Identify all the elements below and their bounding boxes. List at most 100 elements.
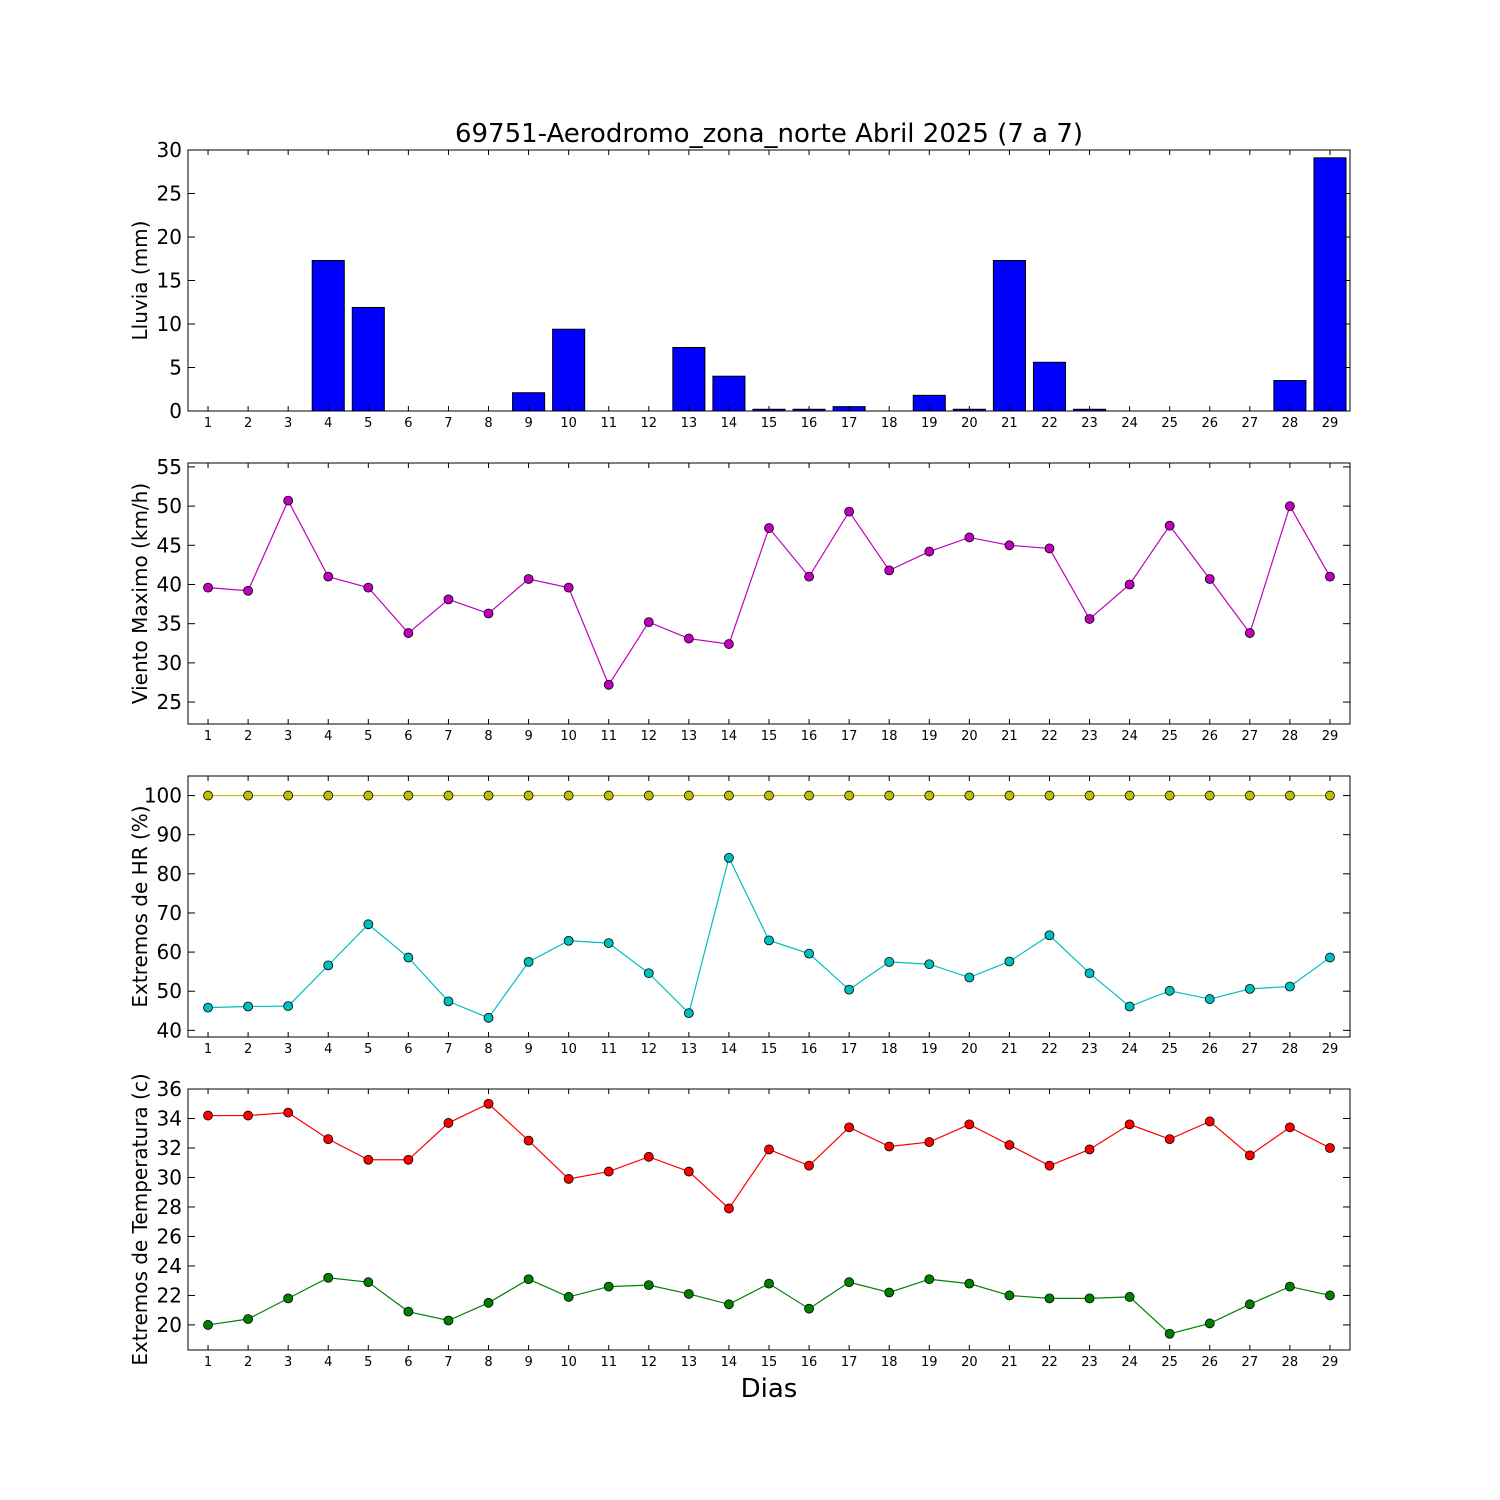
x-tick-label: 13 [681,729,698,744]
y-axis-label: Extremos de HR (%) [128,805,152,1007]
y-tick-label: 22 [157,1283,182,1307]
point-s1-day-5 [363,790,374,801]
x-tick-label: 20 [961,1355,978,1370]
point-s2-day-11 [603,1281,614,1292]
point-s2-day-27 [1244,983,1255,994]
x-tick-label: 21 [1001,416,1018,431]
point-s1-day-23 [1084,614,1095,624]
x-tick-label: 15 [761,1042,778,1057]
point-s1-day-2 [243,1110,254,1121]
point-s2-day-20 [964,972,975,983]
point-s2-day-19 [924,959,935,970]
x-tick-label: 21 [1001,1042,1018,1057]
y-tick-label: 40 [157,1018,182,1042]
x-tick-label: 6 [404,1355,412,1370]
point-s1-day-7 [443,1118,454,1128]
point-s2-day-25 [1164,985,1175,996]
x-tick-label: 12 [641,1355,658,1370]
point-s2-day-10 [563,935,574,946]
x-tick-label: 23 [1081,729,1098,744]
y-tick-label: 40 [157,572,182,596]
x-tick-label: 5 [364,416,372,431]
x-tick-label: 16 [801,1355,818,1370]
y-tick-label: 20 [157,1313,182,1337]
point-s1-day-18 [884,565,895,576]
point-s1-day-9 [523,574,534,584]
point-s1-day-25 [1164,1134,1175,1145]
point-s1-day-27 [1244,1150,1255,1161]
point-s2-day-10 [563,1292,574,1302]
x-tick-label: 25 [1161,416,1178,431]
point-s1-day-18 [884,790,895,801]
x-tick-label: 25 [1161,729,1178,744]
x-tick-label: 21 [1001,1355,1018,1370]
point-s1-day-21 [1004,790,1015,801]
x-tick-label: 25 [1161,1355,1178,1370]
point-s1-day-16 [804,571,814,582]
y-tick-label: 34 [157,1106,182,1130]
point-s1-day-6 [403,790,414,801]
point-s2-day-8 [483,1012,494,1023]
point-s2-day-12 [643,1280,654,1291]
point-s2-day-20 [964,1278,975,1289]
x-tick-label: 16 [801,729,818,744]
point-s1-day-10 [563,1174,574,1184]
point-s1-day-3 [283,495,294,506]
axes-frame [187,775,1351,1038]
point-s1-day-16 [804,1160,814,1171]
x-tick-label: 23 [1081,1355,1098,1370]
x-tick-label: 26 [1201,729,1218,744]
point-s1-day-14 [724,790,734,801]
point-s2-day-13 [683,1008,694,1019]
x-tick-label: 11 [600,1042,617,1057]
point-s1-day-5 [363,582,374,593]
x-tick-label: 3 [284,729,292,744]
point-s1-day-20 [964,790,975,801]
x-tick-label: 25 [1161,1042,1178,1057]
x-tick-label: 6 [404,729,412,744]
x-tick-label: 22 [1041,416,1058,431]
point-s1-day-4 [323,1134,334,1145]
x-tick-label: 7 [444,1355,452,1370]
point-s1-day-21 [1004,1140,1015,1150]
x-tick-label: 23 [1081,416,1098,431]
x-tick-label: 27 [1242,729,1259,744]
x-tick-label: 26 [1201,1355,1218,1370]
point-s1-day-10 [563,582,574,593]
y-tick-label: 25 [157,690,182,714]
bar-day-13 [672,346,706,412]
x-tick-label: 22 [1041,1355,1058,1370]
point-s1-day-17 [844,506,855,517]
x-tick-label: 2 [244,729,252,744]
point-s2-day-12 [643,968,654,979]
x-tick-label: 26 [1201,416,1218,431]
y-tick-label: 32 [157,1136,182,1160]
point-s1-day-28 [1285,501,1295,512]
point-s1-day-7 [443,594,454,605]
x-tick-label: 2 [244,1042,252,1057]
x-tick-label: 16 [801,1042,818,1057]
x-tick-label: 18 [881,729,898,744]
point-s1-day-26 [1204,574,1215,584]
point-s1-day-13 [683,633,694,644]
point-s2-day-3 [283,1001,294,1011]
point-s2-day-18 [884,1287,895,1298]
x-tick-label: 10 [560,416,577,431]
point-s2-day-15 [764,935,774,946]
point-s2-day-4 [323,960,334,971]
point-s2-day-6 [403,952,414,963]
x-tick-label: 20 [961,729,978,744]
y-tick-label: 35 [157,612,182,636]
x-tick-label: 8 [484,1355,492,1370]
bar-day-22 [1032,361,1067,412]
point-s1-day-2 [243,790,254,801]
x-tick-label: 11 [600,1355,617,1370]
axes-frame [187,1088,1351,1351]
point-s2-day-26 [1204,994,1215,1004]
series-line-1 [208,1103,1331,1210]
point-s1-day-24 [1124,1119,1135,1130]
x-axis-label: Dias [741,1374,798,1404]
x-tick-label: 2 [244,416,252,431]
point-s1-day-3 [283,1107,294,1118]
